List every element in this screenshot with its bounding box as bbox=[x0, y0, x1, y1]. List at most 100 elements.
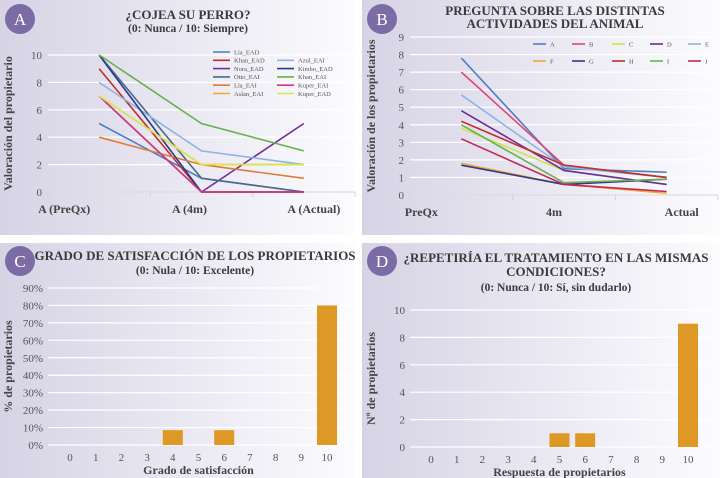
y-tick-label: 4 bbox=[37, 132, 43, 144]
x-category-label: Actual bbox=[665, 205, 700, 219]
x-tick-label: 6 bbox=[582, 454, 588, 466]
panel-b-background bbox=[362, 0, 720, 235]
panel-d-title-line2: CONDICIONES? bbox=[506, 264, 606, 279]
x-tick-label: 7 bbox=[247, 452, 253, 464]
legend-label: Lía_EAI bbox=[234, 83, 257, 90]
y-tick-label: 0 bbox=[400, 442, 406, 454]
y-tick-label: 6 bbox=[400, 360, 406, 372]
bar-10 bbox=[317, 305, 337, 445]
panel-a-plot: 0 2 4 6 8 10 A (PreQx) A (4m) A (Actual) Lía_EAD K… bbox=[1, 49, 356, 216]
legend-label: D bbox=[667, 41, 672, 48]
legend-label: B bbox=[589, 41, 594, 48]
panel-b-title: PREGUNTA SOBRE LAS DISTINTAS bbox=[445, 3, 665, 18]
y-tick-label: 5 bbox=[399, 102, 405, 114]
x-axis-title: Grado de satisfacción bbox=[143, 463, 254, 477]
legend-label: Kimbo_EAD bbox=[298, 66, 333, 73]
x-tick-label: 4 bbox=[531, 454, 537, 466]
y-tick-label: 7 bbox=[399, 67, 405, 79]
series-line-J bbox=[461, 138, 667, 193]
panel-a-background bbox=[0, 0, 355, 235]
panel-b-badge-label: B bbox=[376, 10, 387, 29]
x-axis-title: Respuesta de propietarios bbox=[493, 465, 626, 478]
legend-label: J bbox=[705, 58, 708, 65]
y-tick-label: 20% bbox=[23, 405, 43, 417]
legend-label: A bbox=[550, 41, 555, 48]
x-tick-label: 10 bbox=[322, 452, 334, 464]
x-category-label: 4m bbox=[546, 205, 562, 219]
x-tick-label: 3 bbox=[144, 452, 150, 464]
panel-c-badge bbox=[5, 246, 35, 276]
y-tick-label: 10% bbox=[23, 423, 43, 435]
bar-6 bbox=[214, 430, 235, 445]
panel-d-background bbox=[362, 243, 720, 478]
x-tick-label: 1 bbox=[454, 454, 460, 466]
panel-d-badge-label: D bbox=[376, 252, 388, 271]
legend-label: Kuper_EAD bbox=[298, 91, 331, 98]
x-category-label: PreQx bbox=[405, 205, 438, 219]
legend-label: Kuper_EAI bbox=[298, 83, 328, 90]
series-line-Kuper_EAD bbox=[98, 95, 304, 166]
y-tick-label: 10 bbox=[31, 50, 43, 62]
x-category-label: A (4m) bbox=[172, 202, 207, 216]
y-tick-label: 50% bbox=[23, 353, 43, 365]
bar-4 bbox=[162, 430, 183, 445]
y-tick-label: 10 bbox=[394, 305, 406, 317]
x-tick-label: 0 bbox=[428, 454, 434, 466]
x-tick-label: 1 bbox=[93, 452, 99, 464]
series-line-A bbox=[460, 57, 667, 173]
x-tick-label: 9 bbox=[660, 454, 666, 466]
panel-b-badge bbox=[367, 4, 397, 34]
bar-6 bbox=[575, 433, 596, 447]
series-line-Khan_EAI bbox=[98, 54, 305, 152]
x-tick-label: 8 bbox=[634, 454, 640, 466]
legend-label: E bbox=[705, 41, 709, 48]
x-tick-label: 0 bbox=[67, 452, 73, 464]
x-tick-label: 9 bbox=[299, 452, 305, 464]
bar-10 bbox=[678, 323, 698, 447]
y-axis-title: Nº de propietarios bbox=[364, 332, 378, 425]
y-tick-label: 1 bbox=[399, 172, 405, 184]
panel-d-subtitle: (0: Nunca / 10: Sí, sin dudarlo) bbox=[481, 282, 632, 294]
y-tick-label: 6 bbox=[37, 105, 43, 117]
y-tick-label: 8 bbox=[400, 332, 406, 344]
y-tick-label: 2 bbox=[399, 155, 405, 167]
y-tick-label: 70% bbox=[23, 318, 43, 330]
legend-label: G bbox=[589, 58, 594, 65]
x-tick-label: 8 bbox=[273, 452, 279, 464]
panel-d-plot: 0 2 4 6 8 10 0 1 2 3 4 5 6 7 8 9 10 Respuesta de propieta… bbox=[364, 305, 712, 478]
y-tick-label: 4 bbox=[399, 120, 405, 132]
panel-b: B PREGUNTA SOBRE LAS DISTINTAS ACTIVIDAD… bbox=[362, 0, 720, 235]
legend-label: Aslan_EAI bbox=[234, 91, 263, 98]
y-axis-title: Valoración de los propietarios bbox=[364, 39, 378, 192]
y-tick-label: 2 bbox=[400, 415, 406, 427]
y-tick-label: 0% bbox=[28, 440, 43, 452]
legend-label: H bbox=[629, 58, 634, 65]
y-tick-label: 2 bbox=[37, 160, 43, 172]
y-tick-label: 0 bbox=[37, 187, 43, 199]
x-tick-label: 10 bbox=[683, 454, 695, 466]
x-tick-label: 7 bbox=[608, 454, 614, 466]
legend-label: Nora_EAD bbox=[234, 66, 264, 73]
series-line-Otto_EAI bbox=[98, 54, 304, 193]
x-tick-label: 3 bbox=[505, 454, 511, 466]
y-tick-label: 8 bbox=[37, 77, 43, 89]
y-tick-label: 4 bbox=[400, 387, 406, 399]
panel-a-badge-label: A bbox=[14, 10, 27, 29]
y-tick-label: 3 bbox=[399, 137, 405, 149]
x-tick-label: 2 bbox=[119, 452, 125, 464]
y-axis-title: Valoración del propietario bbox=[1, 56, 15, 191]
y-tick-label: 80% bbox=[23, 300, 43, 312]
bar-5 bbox=[549, 433, 570, 447]
x-category-label: A (PreQx) bbox=[38, 202, 90, 216]
x-tick-label: 5 bbox=[557, 454, 563, 466]
panel-a-badge bbox=[5, 4, 35, 34]
y-tick-label: 60% bbox=[23, 335, 43, 347]
y-axis-title: % de propietarios bbox=[1, 320, 15, 413]
panel-c-title: GRADO DE SATISFACCIÓN DE LOS PROPIETARIO… bbox=[34, 248, 355, 263]
panel-a-title: ¿COJEA SU PERRO? bbox=[126, 7, 251, 22]
series-line-Kuper_EAI bbox=[98, 95, 304, 193]
legend-label: Azul_EAI bbox=[298, 58, 325, 65]
y-tick-label: 90% bbox=[23, 283, 43, 295]
panel-d-title: ¿REPETIRÍA EL TRATAMIENTO EN LAS MISMAS bbox=[404, 250, 709, 265]
